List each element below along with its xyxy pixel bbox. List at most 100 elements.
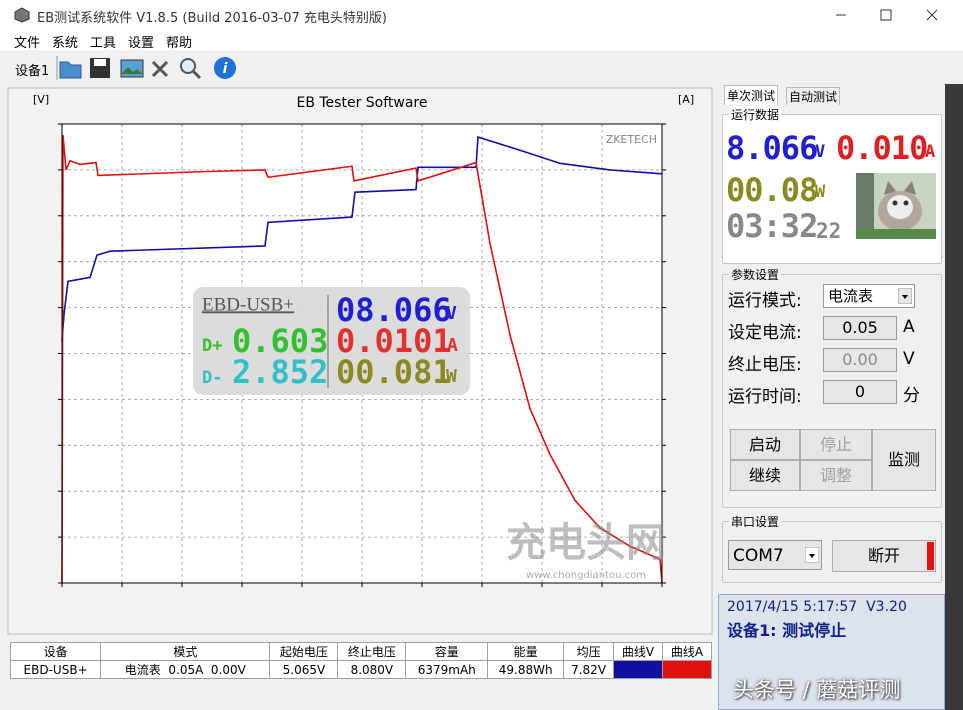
window-controls[interactable] (830, 0, 963, 30)
side-panel: 单次测试 自动测试 运行数据 8.066 V 0.010 A 00.08 W 0… (716, 84, 945, 594)
table-cell: 49.88Wh (487, 660, 565, 679)
disconnect-label: 断开 (867, 546, 900, 565)
menu-item[interactable]: 文件 (14, 36, 41, 51)
meter-current-unit: A (447, 335, 458, 356)
meter-power: 00.081 (336, 353, 452, 391)
meter-dp-value: 0.603 (232, 322, 328, 360)
meter-current: 0.0101 (336, 322, 452, 360)
table-cell: 7.82V (563, 660, 614, 679)
status-line: 设备1: 测试停止 (727, 621, 847, 640)
dropdown-arrow (805, 547, 819, 563)
menu-item[interactable]: 系统 (52, 36, 79, 51)
status-indicator (927, 542, 934, 570)
param-label: 运行时间: (728, 387, 802, 407)
summary-table-wrap: 设备 模式 起始电压 终止电压 容量 能量 均压 曲线V 曲线A EBD-USB+ 电流表 0.05… (9, 642, 712, 679)
continue-button[interactable]: 继续 (730, 460, 800, 491)
app-icon (14, 7, 30, 23)
meter-overlay (193, 287, 470, 395)
table-header: 曲线A (662, 642, 712, 661)
tab[interactable]: 自动测试 (786, 87, 841, 105)
dropdown-arrow (898, 288, 912, 304)
table-cell: EBD-USB+ (9, 660, 102, 679)
table-cell: 6379mAh (405, 660, 489, 679)
meter-voltage: 08.066 (336, 291, 452, 329)
group-title: 参数设置 (729, 266, 782, 283)
param-label: 终止电压: (728, 355, 802, 375)
plot-border (61, 123, 663, 584)
window-title: EB测试系统软件 V1.8.5 (Build 2016-03-07 充电头特别版… (37, 11, 387, 26)
start-button[interactable]: 启动 (730, 429, 800, 460)
table-header: 起始电压 (269, 642, 339, 661)
mode-dropdown[interactable]: 电流表 (823, 284, 915, 308)
curve-color-cell (613, 660, 663, 679)
run-seconds: 22 (816, 219, 842, 243)
svg-text:i: i (223, 61, 228, 77)
meter-power-unit: W (446, 366, 457, 387)
curve-color-cell (662, 660, 712, 679)
param-label: 设定电流: (728, 323, 802, 343)
table-cell: 电流表 0.05A 0.00V (100, 660, 271, 679)
params-group: 参数设置 运行模式: 电流表 设定电流: 0.05 A 终止电压: 0.00 V… (722, 266, 942, 508)
meter-dp-label: D+ (202, 336, 222, 356)
table-header-row: 设备 模式 起始电压 终止电压 容量 能量 均压 曲线V 曲线A (9, 642, 712, 661)
param-unit: 分 (903, 386, 920, 406)
param-label: 运行模式: (728, 291, 802, 311)
param-input[interactable]: 0.00 (823, 348, 897, 372)
run-power-unit: W (815, 182, 826, 202)
run-voltage: 8.066 (726, 129, 818, 167)
chart-title: EB Tester Software (296, 95, 427, 111)
table-cell: 5.065V (269, 660, 339, 679)
adjust-button[interactable]: 调整 (800, 460, 872, 491)
run-current: 0.010 (836, 129, 928, 167)
brand-label: ZKETECH (606, 133, 657, 146)
table-header: 模式 (100, 642, 271, 661)
image-watermark: 头条号 / 蘑菇评测 (733, 678, 901, 702)
meter-voltage-unit: V (446, 303, 457, 324)
meter-dm-value: 2.852 (232, 353, 328, 391)
chart: EB Tester Software [V] [A] ZKETECH 00:00… (7, 87, 713, 635)
data-line (61, 136, 663, 341)
y-axis-label: [V] (33, 93, 49, 106)
status-line: 2017/4/15 5:17:57 V3.20 (727, 599, 907, 615)
cat-photo (856, 173, 936, 239)
port-value: COM7 (733, 546, 784, 566)
summary-table: 设备 模式 起始电压 终止电压 容量 能量 均压 曲线V 曲线A EBD-USB+ 电流表 0.05… (9, 642, 712, 679)
param-unit: V (903, 349, 915, 369)
run-time: 03:32 (726, 207, 818, 245)
toolbar: 设备1 i (0, 52, 963, 82)
run-voltage-unit: V (815, 142, 826, 162)
watermark-name: 充电头网 (506, 520, 666, 566)
monitor-button[interactable]: 监测 (872, 429, 936, 491)
device-label: 设备1 (15, 64, 50, 79)
status-box: 2017/4/15 5:17:57 V3.20 设备1: 测试停止 (718, 594, 945, 710)
run-data-group: 运行数据 8.066 V 0.010 A 00.08 W 03:32 22 (722, 106, 942, 264)
param-input[interactable]: 0.05 (823, 316, 897, 340)
table-header: 曲线V (613, 642, 663, 661)
table-row: EBD-USB+ 电流表 0.05A 0.00V 5.065V 8.080V 6379m… (9, 660, 712, 679)
desktop-edge (945, 84, 963, 710)
param-unit: A (903, 317, 915, 337)
menu-item[interactable]: 工具 (90, 36, 117, 51)
watermark-url: www.chongdiantou.com (526, 570, 646, 581)
toolbar-icons[interactable]: i (55, 54, 245, 82)
param-input[interactable]: 0 (823, 380, 897, 404)
table-header: 终止电压 (337, 642, 407, 661)
mode-value: 电流表 (828, 287, 874, 305)
table-header: 设备 (9, 642, 102, 661)
disconnect-button[interactable]: 断开 (832, 540, 936, 572)
stop-button[interactable]: 停止 (800, 429, 872, 460)
title-bar: EB测试系统软件 V1.8.5 (Build 2016-03-07 充电头特别版… (0, 0, 963, 30)
table-header: 均压 (563, 642, 614, 661)
meter-dm-label: D- (202, 368, 222, 388)
menu-bar: 文件 系统 工具 设置 帮助 (0, 30, 963, 51)
tab[interactable]: 单次测试 (724, 85, 779, 105)
port-dropdown[interactable]: COM7 (728, 540, 822, 570)
run-current-unit: A (925, 142, 936, 162)
table-header: 能量 (487, 642, 565, 661)
table-header: 容量 (405, 642, 489, 661)
menu-item[interactable]: 设置 (128, 36, 155, 51)
menu-item[interactable]: 帮助 (166, 36, 193, 51)
serial-group: 串口设置 COM7 断开 (722, 513, 942, 583)
y2-axis-label: [A] (678, 93, 694, 106)
